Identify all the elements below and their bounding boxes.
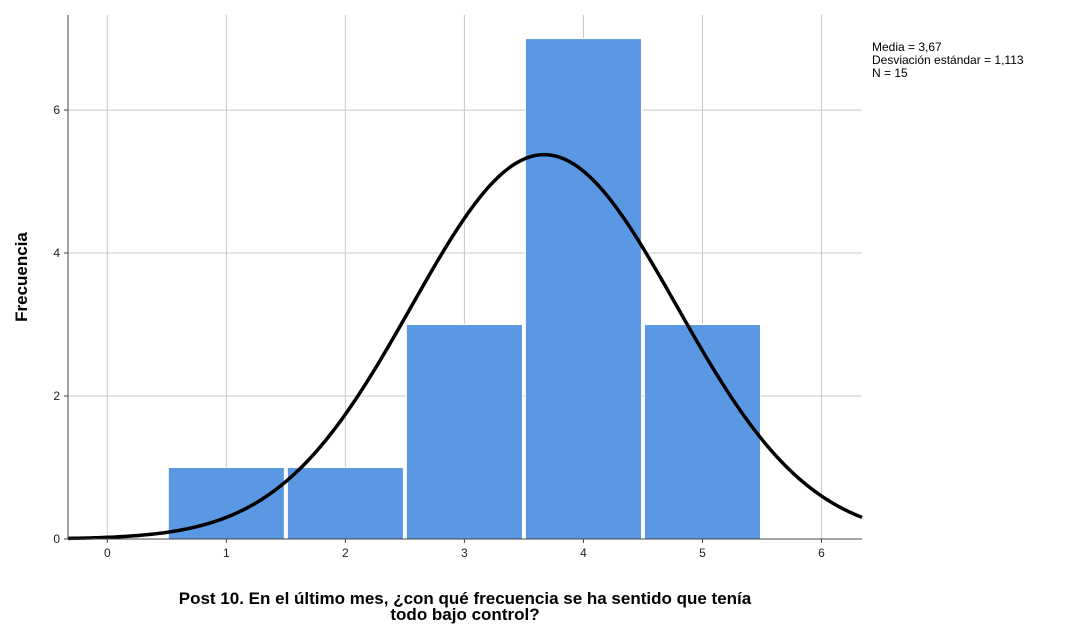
annotation: Desviación estándar = 1,113 <box>872 53 1024 67</box>
x-tick-label: 2 <box>342 546 349 560</box>
y-tick-label: 6 <box>53 103 60 117</box>
x-tick-label: 1 <box>223 546 230 560</box>
x-tick-label: 3 <box>461 546 468 560</box>
x-tick-label: 5 <box>699 546 706 560</box>
x-tick-label: 4 <box>580 546 587 560</box>
annotation: Media = 3,67 <box>872 40 942 54</box>
bar <box>286 467 404 540</box>
annotation: N = 15 <box>872 66 908 80</box>
x-axis-title: todo bajo control? <box>390 605 539 624</box>
y-axis-title: Frecuencia <box>12 232 31 322</box>
bar <box>643 324 762 540</box>
bar <box>405 324 523 540</box>
normal-curve <box>67 152 863 541</box>
x-axis-title: Post 10. En el último mes, ¿con qué frec… <box>179 589 752 608</box>
y-tick-label: 2 <box>53 389 60 403</box>
bar <box>524 38 642 540</box>
y-tick-label: 0 <box>53 532 60 546</box>
x-tick-label: 0 <box>104 546 111 560</box>
x-tick-label: 6 <box>818 546 825 560</box>
y-tick-label: 4 <box>53 246 60 260</box>
